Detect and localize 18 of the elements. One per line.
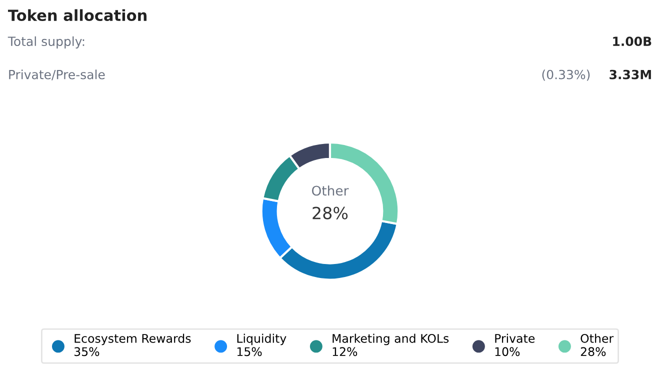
text: 1.00B — [613, 36, 652, 46]
text: (0.33%) — [542, 70, 590, 81]
data-label: 10% — [495, 347, 520, 356]
legend-label: Marketing and KOLs — [332, 334, 449, 346]
text: 3.33M — [610, 70, 651, 80]
text: Other — [312, 185, 349, 196]
legend-label: Liquidity — [237, 334, 286, 346]
data-label: 12% — [332, 347, 358, 356]
data-label: 28% — [580, 347, 606, 356]
text: 28% — [312, 206, 348, 220]
text: Private/Pre-sale — [9, 70, 105, 80]
data-label: 35% — [74, 347, 100, 356]
data-label: 15% — [237, 347, 262, 356]
legend-label: Other — [580, 334, 614, 343]
chart-title: Token allocation — [8, 9, 146, 22]
legend-label: Private — [495, 334, 535, 343]
legend-label: Ecosystem Rewards — [74, 334, 191, 346]
text: Total supply: — [8, 36, 84, 48]
